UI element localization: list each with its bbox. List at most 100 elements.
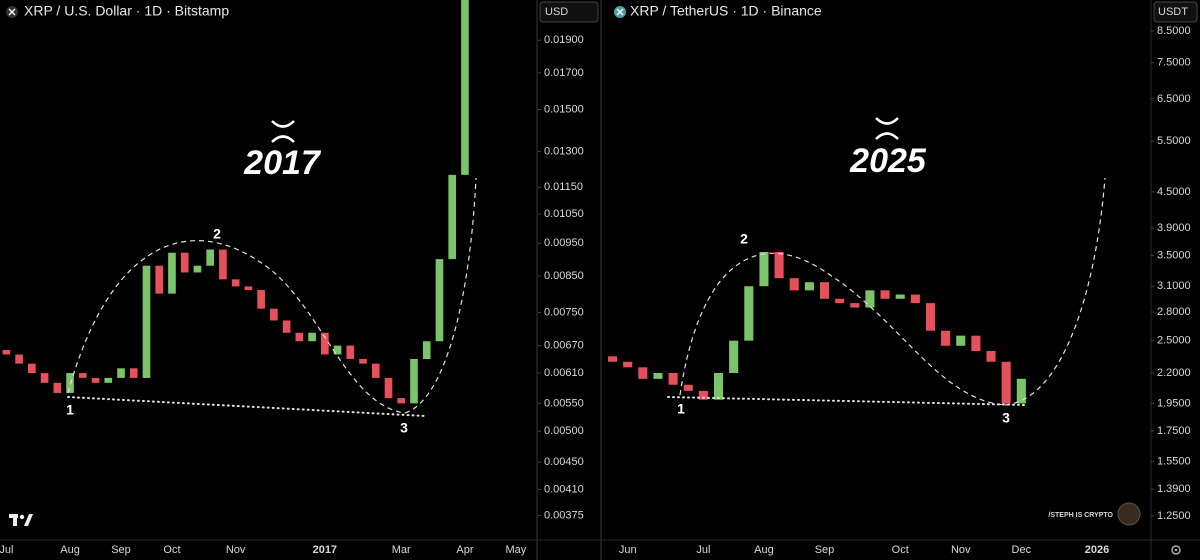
x-tick-label: Sep [815,544,835,556]
candle-body [448,174,457,260]
watermark: /STEPH IS CRYPTO [1048,512,1113,519]
currency-label[interactable]: USDT [1158,6,1188,18]
candle-body [308,332,316,342]
y-tick-label: 8.5000 [1157,25,1191,37]
candle-body [759,251,769,287]
y-tick-label: 0.01900 [544,34,584,46]
y-tick-label: 1.9500 [1157,397,1191,409]
x-tick-label: 2017 [313,544,337,556]
symbol-icon [6,6,18,18]
x-tick-label: 2026 [1085,544,1109,556]
support-line [67,396,426,417]
y-tick-label: 2.5000 [1157,335,1191,347]
candle-body [244,286,253,290]
y-tick-label: 1.7500 [1157,425,1191,437]
candle-body [422,341,431,360]
y-tick-label: 0.00500 [544,425,584,437]
candle-body [956,335,966,346]
candle-body [15,354,23,364]
candle-body [333,345,342,355]
candle-body [219,249,227,280]
candle-body [653,373,663,379]
candle-body [142,265,151,378]
x-tick-label: Dec [1012,544,1032,556]
chart-title: XRP / U.S. Dollar · 1D · Bitstamp [24,3,229,19]
point-label: 1 [677,401,685,417]
candle-body [895,294,905,299]
y-tick-label: 0.01700 [544,67,584,79]
candle-body [608,356,618,362]
x-tick-label: Oct [892,544,909,556]
candle-body [804,282,814,291]
chart-title: XRP / TetherUS · 1D · Binance [630,3,822,19]
x-tick-label: May [506,544,527,556]
candle-body [835,298,845,304]
candle-body [397,398,406,404]
candle-body [941,330,951,346]
y-tick-label: 0.00375 [544,509,584,521]
candle-body [231,279,240,287]
x-tick-label: Sep [111,544,131,556]
candle-body [410,359,418,404]
y-tick-label: 3.5000 [1157,249,1191,261]
support-line [667,396,1026,406]
candle-body [321,332,329,355]
y-tick-label: 0.00610 [544,367,584,379]
xrp-logo [875,117,899,140]
candle-body [638,367,648,379]
currency-selector[interactable] [539,1,599,23]
candle-body [714,373,724,400]
candle-body [193,265,202,273]
point-label: 1 [66,402,74,418]
candle-body [40,373,49,383]
candle-body [2,349,11,355]
y-tick-label: 0.00850 [544,270,584,282]
y-tick-label: 1.2500 [1157,510,1191,522]
y-tick-label: 2.8000 [1157,306,1191,318]
y-tick-label: 0.00450 [544,456,584,468]
candle-body [698,390,708,400]
candle-body [744,286,754,341]
y-tick-label: 2.2000 [1157,367,1191,379]
y-tick-label: 0.00670 [544,339,584,351]
candle-body [168,252,176,294]
candle-body [66,373,74,393]
point-label: 3 [1002,410,1010,426]
currency-selector[interactable] [1153,1,1198,23]
y-tick-label: 3.1000 [1157,280,1191,292]
candle-body [865,290,875,308]
year-label: 2025 [849,142,927,180]
cup-drawing [1004,177,1106,406]
currency-label[interactable]: USD [545,6,568,18]
candle-body [850,303,860,308]
y-tick-label: 0.00950 [544,237,584,249]
candle-body [180,252,189,273]
x-tick-label: Nov [226,544,246,556]
candle-body [435,259,444,342]
y-tick-label: 0.01150 [544,181,583,193]
xrp-logo [271,120,295,143]
point-label: 2 [213,226,221,242]
arc-drawing [67,240,406,414]
candle-body [683,384,693,391]
y-tick-label: 7.5000 [1157,57,1191,69]
y-tick-label: 0.01500 [544,103,584,115]
candle-body [819,282,830,299]
x-tick-label: Aug [60,544,80,556]
settings-button[interactable] [1171,545,1181,555]
x-tick-label: Nov [951,544,971,556]
y-tick-label: 6.5000 [1157,93,1191,105]
y-tick-label: 0.00410 [544,483,584,495]
candle-body [257,289,265,309]
y-tick-label: 5.5000 [1157,135,1191,147]
tradingview-logo [9,514,33,526]
candle-body [623,361,633,368]
candle-body [91,377,100,383]
y-tick-label: 0.00750 [544,306,584,318]
y-tick-label: 1.3900 [1157,483,1191,495]
candle-body [925,303,936,331]
candle-body [155,265,164,294]
